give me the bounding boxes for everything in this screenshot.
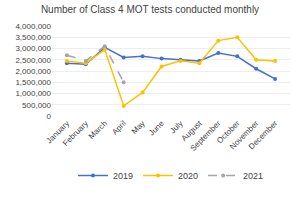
svg-text:2021: 2021 bbox=[243, 171, 263, 181]
svg-text:2,500,000: 2,500,000 bbox=[15, 56, 51, 65]
svg-text:4,000,000: 4,000,000 bbox=[15, 22, 51, 31]
svg-text:June: June bbox=[147, 118, 166, 137]
svg-text:December: December bbox=[247, 119, 280, 152]
svg-text:May: May bbox=[130, 119, 147, 136]
svg-text:July: July bbox=[168, 119, 184, 135]
svg-text:2020: 2020 bbox=[178, 171, 198, 181]
svg-text:October: October bbox=[215, 119, 242, 146]
svg-text:April: April bbox=[110, 119, 128, 137]
svg-text:1,000,000: 1,000,000 bbox=[15, 89, 51, 98]
svg-text:August: August bbox=[180, 118, 205, 143]
svg-text:0: 0 bbox=[47, 112, 52, 121]
svg-text:1,500,000: 1,500,000 bbox=[15, 78, 51, 87]
svg-text:500,000: 500,000 bbox=[22, 101, 51, 110]
svg-text:September: September bbox=[189, 119, 223, 153]
svg-text:November: November bbox=[228, 119, 261, 152]
svg-text:3,500,000: 3,500,000 bbox=[15, 33, 51, 42]
svg-text:2019: 2019 bbox=[113, 171, 133, 181]
svg-text:January: January bbox=[45, 119, 71, 145]
svg-text:March: March bbox=[87, 119, 109, 141]
svg-text:3,000,000: 3,000,000 bbox=[15, 44, 51, 53]
svg-text:February: February bbox=[61, 119, 90, 148]
svg-text:2,000,000: 2,000,000 bbox=[15, 67, 51, 76]
svg-text:Number of Class 4 MOT tests co: Number of Class 4 MOT tests conducted mo… bbox=[41, 4, 259, 15]
